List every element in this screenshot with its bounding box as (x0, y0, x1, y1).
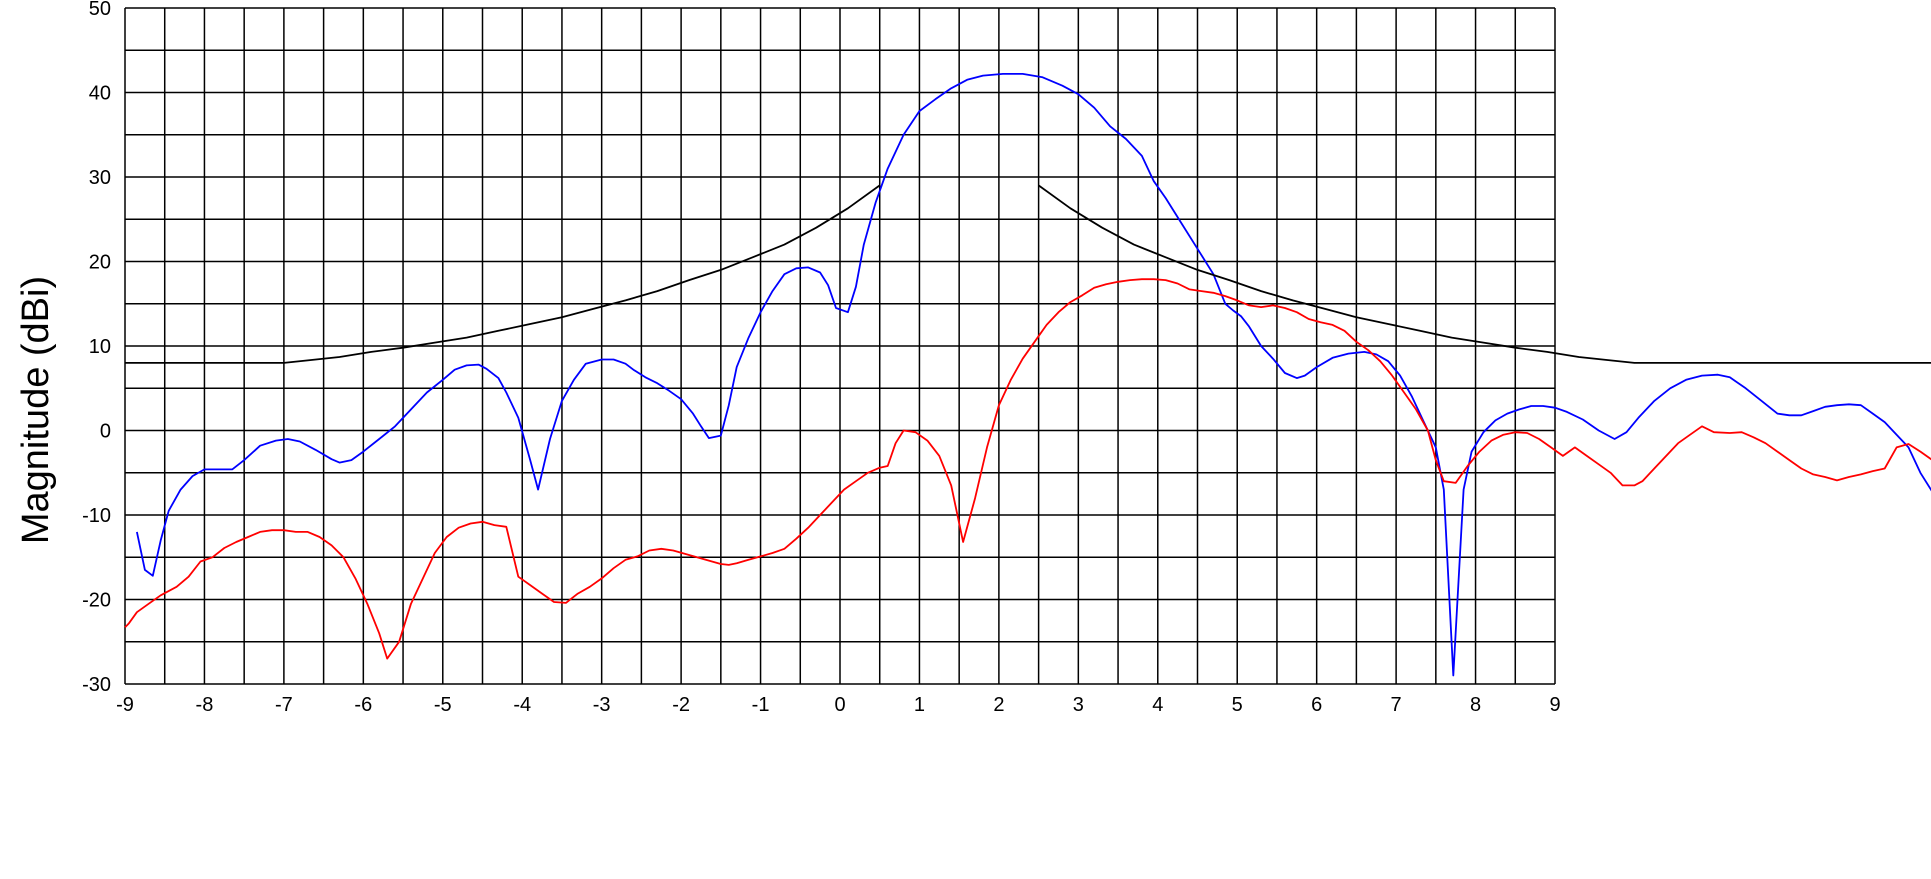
x-tick-labels: -9 -8 -7 -6 -5 -4 -3 -2 -1 0 1 2 3 4 5 6 7 8 9 (116, 694, 1560, 716)
x-tick-label: 1 (914, 694, 925, 716)
y-axis-label: Magnitude (dBi) (15, 276, 57, 544)
series-line-1 (136, 73, 1931, 677)
x-tick-label: 4 (1152, 694, 1163, 716)
x-tick-label: -1 (752, 694, 770, 716)
x-tick-label: -9 (116, 694, 134, 716)
x-tick-label: -4 (513, 694, 531, 716)
y-tick-label: -30 (82, 674, 111, 696)
x-tick-label: -3 (593, 694, 611, 716)
y-tick-label: 0 (100, 421, 111, 443)
y-tick-label: 40 (89, 83, 111, 105)
x-tick-label: 2 (993, 694, 1004, 716)
y-tick-label: -10 (82, 505, 111, 527)
x-tick-label: 5 (1232, 694, 1243, 716)
series-line-2 (124, 278, 1931, 660)
y-tick-labels: 50 40 30 20 10 0 -10 -20 -30 (82, 0, 111, 696)
x-tick-label: -7 (275, 694, 293, 716)
y-tick-label: 50 (89, 0, 111, 20)
series-line-3 (125, 184, 881, 364)
x-tick-label: 8 (1470, 694, 1481, 716)
y-tick-label: 10 (89, 336, 111, 358)
x-tick-label: 9 (1549, 694, 1560, 716)
x-tick-label: -8 (196, 694, 214, 716)
y-tick-label: -20 (82, 590, 111, 612)
x-tick-label: -5 (434, 694, 452, 716)
y-tick-label: 20 (89, 252, 111, 274)
x-tick-label: 3 (1073, 694, 1084, 716)
grid (124, 7, 1556, 685)
y-tick-label: 30 (89, 167, 111, 189)
x-tick-label: -2 (672, 694, 690, 716)
x-tick-label: 7 (1391, 694, 1402, 716)
x-tick-label: 6 (1311, 694, 1322, 716)
x-tick-label: -6 (354, 694, 372, 716)
x-tick-label: 0 (834, 694, 845, 716)
series-layer (124, 73, 1931, 677)
series-line-4 (1038, 184, 1931, 364)
